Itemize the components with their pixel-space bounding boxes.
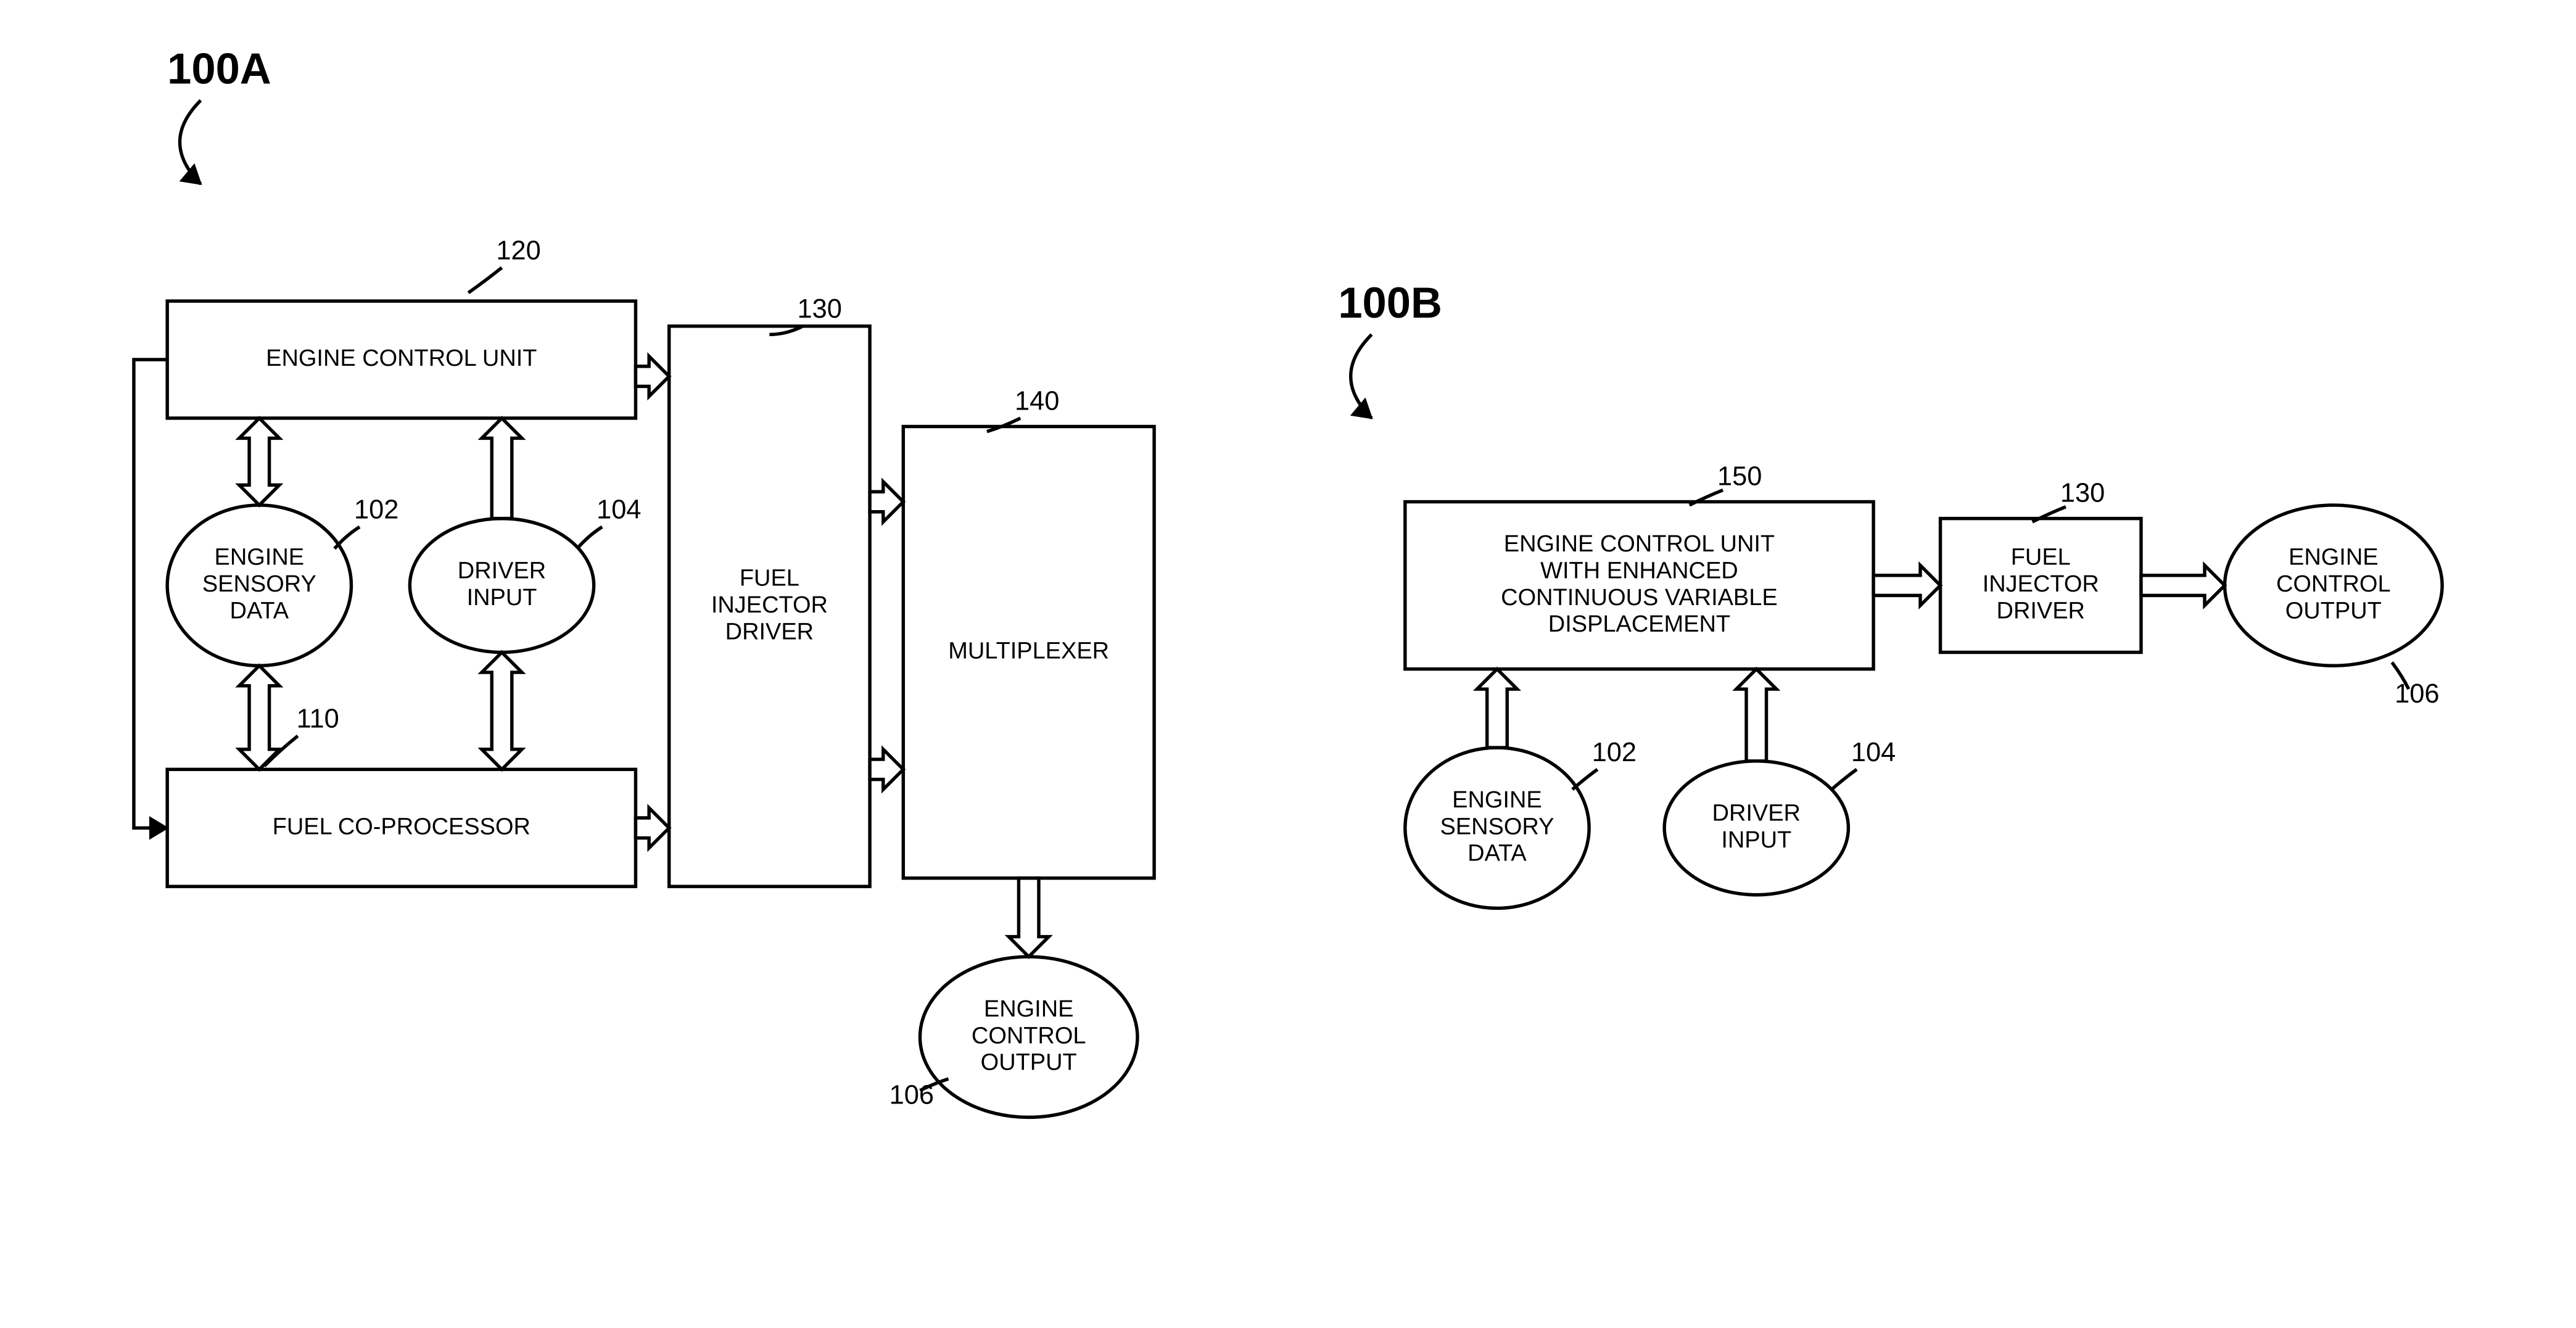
fid-box-ref: 130 [798,294,842,324]
out-ellipse-label: OUTPUT [981,1050,1077,1076]
ecu2-box-ref: 150 [1717,461,1762,491]
out-ellipse-ref: 106 [890,1081,934,1110]
esd-ellipse-label: ENGINE [215,545,305,571]
arrow-fid-mux-1 [870,482,903,522]
fid2-box-ref: 130 [2060,479,2105,508]
arrow-fid-out-b [2141,566,2225,606]
esd-ellipse-label: SENSORY [202,571,316,597]
arrow-drv-fcp [482,653,522,770]
ecu2-box-label: CONTINUOUS VARIABLE [1501,585,1778,611]
ecu-box-ref: 120 [496,236,540,265]
drv2-ellipse-label: INPUT [1721,827,1791,853]
fid2-box-label: INJECTOR [1983,571,2099,597]
out2-ellipse-label: CONTROL [2276,571,2391,597]
esd2-ellipse-label: DATA [1468,841,1527,867]
fcp-box-ref: 110 [297,704,339,734]
out2-ellipse-ref: 106 [2395,679,2439,709]
esd2-ellipse-ref: 102 [1592,738,1637,767]
esd-ellipse-label: DATA [230,598,289,624]
drv-ellipse-ref: 104 [597,495,641,525]
ecu2-box-label: WITH ENHANCED [1540,558,1738,584]
arrow-drv-ecu [482,418,522,519]
esd-ellipse-ref: 102 [354,495,398,525]
arrow-ecu-fid [635,357,669,397]
out2-ellipse-label: OUTPUT [2285,598,2382,624]
arrow-esd-fcp [239,666,279,769]
fid-box-label: INJECTOR [711,592,828,618]
drv2-ellipse-ref: 104 [1851,738,1896,767]
mux-box-label: MULTIPLEXER [948,638,1109,664]
ecu-box-ref-hook [468,268,502,293]
fid2-box-label: DRIVER [1997,598,2085,624]
out2-ellipse-label: ENGINE [2289,545,2379,571]
arrow-fcp-fid [635,808,669,848]
arrow-esd-ecu [239,418,279,505]
drv-ellipse-ref-hook [577,527,603,548]
fid2-box-label: FUEL [2011,545,2071,571]
drv2-ellipse-label: DRIVER [1712,801,1801,827]
drv2-ellipse-ref-hook [1831,769,1857,790]
esd2-ellipse-label: ENGINE [1452,787,1542,813]
fig-pointer-100b-head [1352,399,1371,418]
esd2-ellipse-ref-hook [1572,769,1598,790]
fid-box-label: DRIVER [725,619,814,645]
fig-label-100a: 100A [167,44,271,93]
fig-pointer-100a-head [181,165,200,184]
arrow-esd-ecu-b [1477,669,1517,748]
arrow-fid-mux-2 [870,749,903,790]
feedback-head [150,818,167,839]
feedback-line [134,360,167,828]
ecu-box-label: ENGINE CONTROL UNIT [266,345,537,371]
fid-box-label: FUEL [740,566,799,592]
fig-label-100b: 100B [1338,278,1442,327]
mux-box-ref: 140 [1015,386,1059,416]
out-ellipse-label: ENGINE [984,996,1074,1022]
esd2-ellipse-label: SENSORY [1440,814,1554,839]
out-ellipse-label: CONTROL [972,1023,1086,1049]
drv-ellipse-label: DRIVER [458,558,546,584]
arrow-drv-ecu-b [1736,669,1777,761]
drv-ellipse-label: INPUT [467,585,537,611]
arrow-ecu-fid-b [1873,566,1940,606]
esd-ellipse-ref-hook [334,527,360,548]
ecu2-box-label: DISPLACEMENT [1548,611,1730,637]
diagram-canvas: 100A ENGINE CONTROL UNIT 120 FUEL CO-PROCES… [0,0,2576,1321]
ecu2-box-label: ENGINE CONTROL UNIT [1504,531,1775,557]
fcp-box-label: FUEL CO-PROCESSOR [273,814,530,839]
arrow-mux-out [1009,878,1049,957]
